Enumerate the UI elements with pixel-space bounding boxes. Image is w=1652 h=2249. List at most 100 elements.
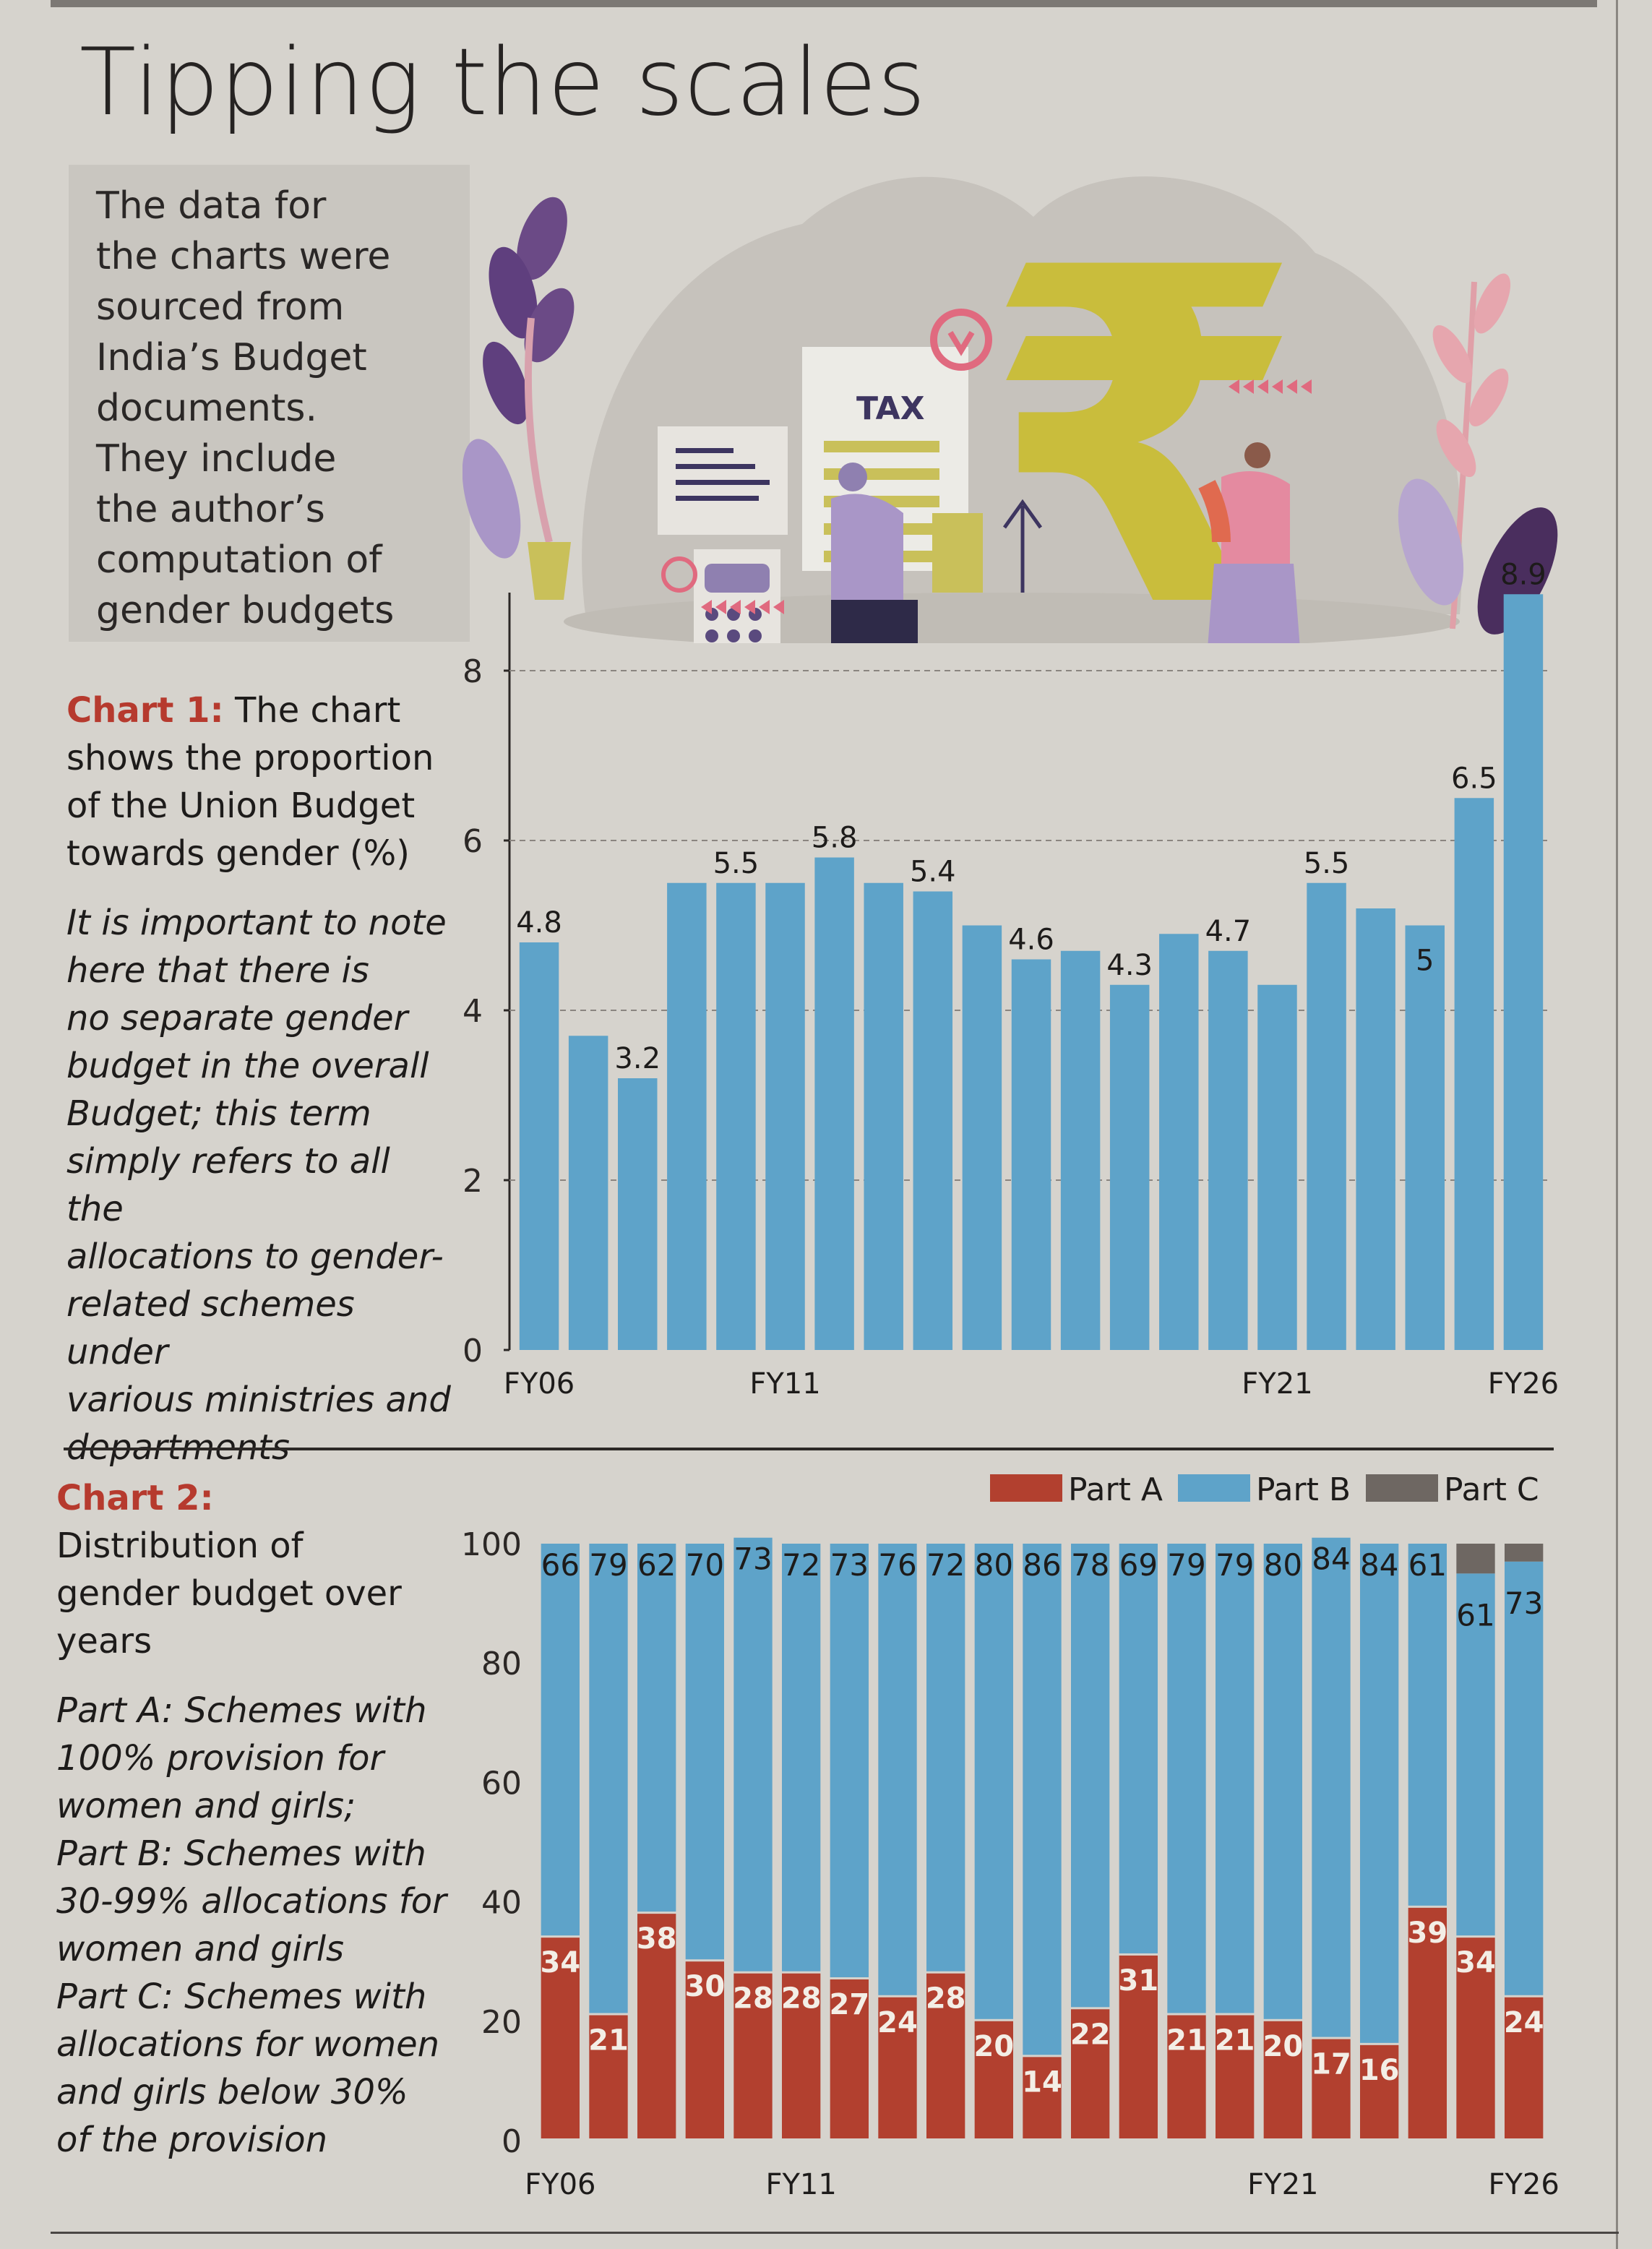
y-tick-label: 100 — [461, 1526, 522, 1563]
bar-FY12 — [814, 857, 854, 1350]
part-a-data-label: 20 — [1262, 2030, 1303, 2063]
bar-segment-part-a-FY21 — [1263, 2021, 1302, 2138]
x-tick-label: FY21 — [1242, 1367, 1312, 1401]
source-note-line: the author’s — [96, 488, 325, 531]
part-a-data-label: 24 — [1504, 2006, 1544, 2039]
y-tick-label: 0 — [463, 1333, 483, 1369]
part-b-data-label: 73 — [733, 1541, 772, 1577]
data-label: 5.5 — [713, 847, 760, 880]
x-tick-label: FY06 — [504, 1367, 575, 1401]
part-b-data-label: 79 — [1216, 1547, 1254, 1583]
legend-label: Part A — [1068, 1471, 1163, 1508]
chart-label: Chart 1: — [66, 690, 224, 731]
part-b-data-label: 61 — [1456, 1597, 1494, 1633]
part-b-data-label: 61 — [1408, 1547, 1447, 1583]
note-line: no separate gender — [66, 998, 408, 1039]
chart1-bar-chart: 0 2 4 6 8 4.8 FY06 3.2 5.5 FY11 5.8 5.4 4.6 4.3 4.7 FY2… — [463, 558, 1559, 1401]
note-line: various ministries and — [66, 1380, 451, 1420]
part-a-data-label: 16 — [1359, 2054, 1400, 2087]
note-line: women and girls — [56, 1929, 345, 1969]
source-note-line: They include — [96, 437, 337, 481]
bar-FY08 — [618, 1078, 658, 1350]
bar-FY20 — [1208, 950, 1248, 1350]
part-a-data-label: 21 — [1166, 2024, 1207, 2057]
note-line: allocations to gender- — [66, 1237, 444, 1277]
data-label: 3.2 — [614, 1042, 661, 1075]
chart2-note: Part A: Schemes with 100% provision for wo… — [56, 1687, 461, 2164]
bar-segment-part-b-FY13 — [878, 1544, 917, 1995]
bar-segment-part-b-FY11 — [782, 1544, 821, 1971]
bar-segment-part-a-FY08 — [637, 1914, 676, 2138]
bar-segment-part-b-FY10 — [733, 1537, 773, 1971]
part-b-data-label: 62 — [637, 1547, 676, 1583]
source-note-line: India’s Budget — [96, 336, 367, 379]
data-label: 6.5 — [1451, 762, 1497, 795]
bar-FY19 — [1159, 934, 1199, 1350]
part-a-data-label: 27 — [829, 1988, 869, 2021]
part-b-data-label: 84 — [1360, 1547, 1398, 1583]
bar-segment-part-b-FY12 — [830, 1544, 869, 1977]
bar-segment-part-b-FY06 — [541, 1544, 580, 1936]
data-label: 4.6 — [1008, 924, 1054, 957]
source-note-line: documents. — [96, 387, 317, 430]
source-note-line: gender budgets — [96, 589, 395, 632]
calculator-screen — [705, 564, 770, 593]
bar-segment-part-b-FY09 — [685, 1544, 724, 1960]
bar-segment-part-a-FY10 — [733, 1973, 773, 2138]
right-plant-icon — [1398, 273, 1558, 635]
triangle-pattern-icon — [701, 379, 1312, 614]
bar-segment-part-c-FY25 — [1456, 1544, 1495, 1574]
text-lines-icon — [676, 448, 770, 501]
bar-FY11 — [765, 882, 805, 1350]
y-tick-label: 60 — [481, 1765, 522, 1802]
y-tick-label: 20 — [481, 2004, 522, 2041]
bar-segment-part-a-FY20 — [1216, 2015, 1255, 2138]
bar-segment-part-a-FY18 — [1119, 1955, 1158, 2138]
bar-segment-part-c-FY26 — [1505, 1544, 1544, 1562]
data-label: 5.8 — [812, 822, 858, 855]
bar-FY18 — [1109, 984, 1150, 1350]
chart2-description: Chart 2: Distribution of gender budget ove… — [56, 1474, 461, 1665]
bar-FY15 — [962, 925, 1002, 1350]
note-line: here that there is — [66, 950, 369, 991]
bar-segment-part-b-FY24 — [1408, 1544, 1447, 1906]
bar-segment-part-a-FY13 — [878, 1997, 917, 2138]
bar-segment-part-b-FY08 — [637, 1544, 676, 1912]
bar-FY21 — [1257, 984, 1297, 1350]
chart2-caption: Chart 2: Distribution of gender budget ove… — [56, 1474, 461, 2164]
note-line: Part C: Schemes with — [56, 1977, 427, 2017]
y-tick-label: 40 — [481, 1885, 522, 1922]
bar-segment-part-b-FY26 — [1505, 1561, 1544, 1995]
chart1-caption: Chart 1: The chart shows the proportion of… — [66, 687, 457, 1471]
page-top-edge — [51, 0, 1597, 7]
part-a-data-label: 28 — [781, 1982, 822, 2016]
note-line: Part B: Schemes with — [56, 1833, 426, 1874]
data-label: 5.4 — [910, 856, 956, 889]
x-tick-label: FY06 — [525, 2168, 595, 2201]
note-line: It is important to note — [66, 903, 447, 943]
budget-illustration: TAX ₹ — [463, 171, 1558, 643]
caption-line: Chart 2: — [56, 1474, 461, 1522]
part-a-data-label: 30 — [684, 1970, 725, 2003]
bar-segment-part-a-FY15 — [974, 2021, 1013, 2138]
legend-swatch-part-b — [1178, 1474, 1250, 1502]
y-tick-label: 8 — [463, 653, 483, 690]
bar-segment-part-a-FY14 — [926, 1973, 965, 2138]
part-a-data-label: 17 — [1311, 2048, 1351, 2081]
part-a-data-label: 22 — [1070, 2018, 1111, 2051]
caption-line: of the Union Budget — [66, 786, 416, 826]
note-line: of the provision — [56, 2120, 327, 2160]
data-label: 4.7 — [1205, 915, 1252, 948]
y-tick-label: 0 — [502, 2123, 522, 2160]
bar-segment-part-b-FY20 — [1216, 1544, 1255, 2013]
caption-line: years — [56, 1621, 152, 1661]
source-note-line: The data for — [96, 184, 327, 228]
bar-FY14 — [913, 891, 953, 1350]
person-right-icon — [1198, 442, 1300, 643]
bar-segment-part-a-FY25 — [1456, 1938, 1495, 2138]
part-a-data-label: 31 — [1118, 1964, 1158, 1998]
bar-FY06 — [519, 942, 559, 1350]
section-divider — [64, 1448, 1554, 1450]
x-tick-label: FY26 — [1488, 1367, 1559, 1401]
